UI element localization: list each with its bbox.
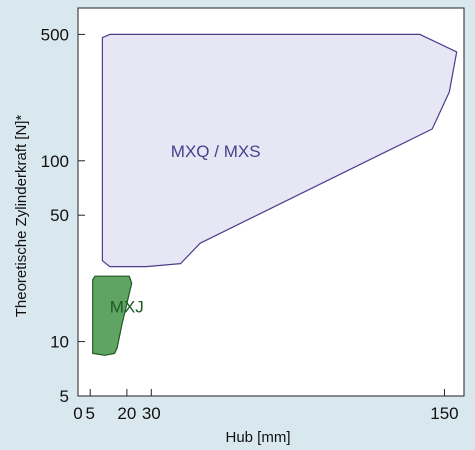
x-axis-label: Hub [mm] [225,429,290,446]
region-label-mxq-mxs: MXQ / MXS [171,142,261,161]
y-tick-label: 5 [60,387,69,406]
x-tick-label: 30 [142,404,161,423]
y-tick-label: 100 [41,152,69,171]
region-mxj [92,275,133,356]
x-tick-label: 0 [73,404,82,423]
x-tick-label: 20 [117,404,136,423]
x-tick-label: 150 [430,404,458,423]
ticks-layer: 0 5 20 30 150 5 10 50 100 500 [41,25,459,423]
region-label-mxj: MXJ [110,297,144,316]
y-tick-label: 10 [50,333,69,352]
y-axis-label: Theoretische Zylinderkraft [N]* [13,115,30,318]
y-tick-label: 500 [41,25,69,44]
region-mxq-mxs [101,33,458,268]
regions-layer: MXQ / MXS MXJ [92,33,458,356]
x-tick-label: 5 [85,404,94,423]
y-tick-label: 50 [50,206,69,225]
